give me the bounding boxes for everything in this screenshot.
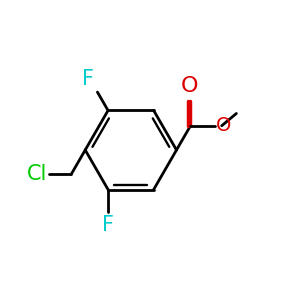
Text: O: O [180, 76, 198, 96]
Text: F: F [82, 69, 94, 89]
Text: Cl: Cl [26, 164, 47, 184]
Text: F: F [102, 215, 114, 235]
Text: O: O [216, 116, 231, 135]
